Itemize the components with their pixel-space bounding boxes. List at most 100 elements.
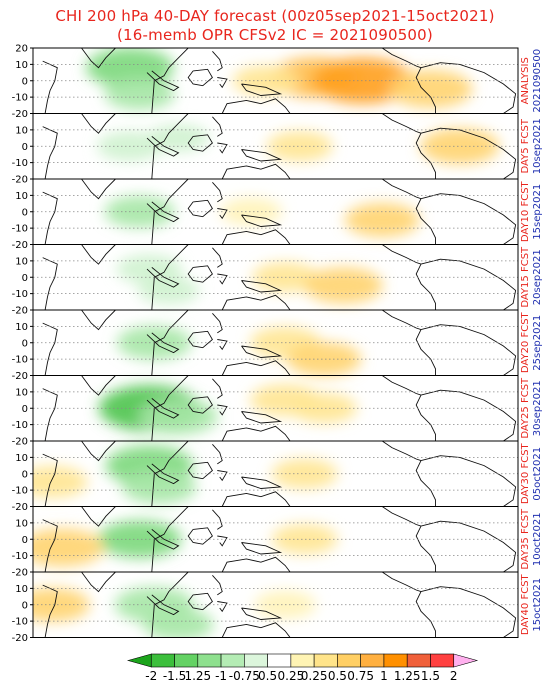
panel-label-bottom: 20sep2021 — [532, 249, 543, 305]
coastline-panel-3 — [42, 244, 517, 311]
coastline — [187, 461, 213, 480]
coastline — [241, 280, 283, 293]
coastline — [217, 339, 228, 351]
panel-label-bottom: 10oct2021 — [532, 512, 543, 566]
colorbar-label: 2 — [450, 669, 458, 683]
tick-label: -20 — [12, 502, 28, 513]
coastline-panel-1 — [42, 113, 517, 180]
tick-label: -10 — [12, 224, 28, 235]
anomaly-blob — [143, 608, 214, 638]
tick-label: 0 — [22, 535, 28, 546]
tick-label: 0 — [22, 469, 28, 480]
anomaly-blob — [271, 524, 338, 555]
coastline-layer — [42, 48, 517, 638]
colorbar-label: 1.25 — [184, 669, 211, 683]
panel-label-bottom: 05oct2021 — [532, 447, 543, 501]
anomaly-blob — [33, 528, 104, 567]
coastline — [241, 83, 283, 96]
anomaly-blob — [138, 398, 219, 435]
colorbar-swatch — [406, 653, 431, 668]
tick-label: 10 — [15, 191, 28, 202]
coastline — [187, 199, 213, 218]
colorbar-swatch — [220, 653, 245, 668]
anomaly-blob — [104, 77, 175, 110]
coastline — [146, 267, 180, 288]
coastline — [151, 375, 189, 442]
colorbar-swatch — [383, 653, 408, 668]
coastline — [217, 470, 228, 482]
coastline — [151, 571, 189, 638]
coastline-panel-5 — [42, 375, 517, 442]
coastline — [187, 527, 213, 545]
coastline — [415, 67, 436, 114]
tick-label: 0 — [22, 338, 28, 349]
coastline — [146, 136, 180, 157]
anomaly-panel-3 — [116, 254, 383, 305]
colorbar-swatch — [267, 653, 292, 668]
coastline — [415, 525, 436, 572]
coastline-panel-8 — [42, 571, 517, 638]
colorbar-label: 0.25 — [278, 669, 305, 683]
coastline — [146, 201, 180, 223]
coastline — [151, 244, 189, 311]
coastline — [212, 378, 223, 399]
anomaly-panel-0 — [86, 48, 473, 110]
tick-label: 10 — [15, 387, 28, 398]
coastline — [151, 113, 189, 180]
tick-label: 0 — [22, 142, 28, 153]
coastline — [217, 142, 228, 154]
anomaly-panel-2 — [104, 195, 420, 237]
colorbar-swatch — [313, 653, 338, 668]
coastline — [217, 404, 228, 416]
coastline — [221, 360, 291, 376]
coastline — [146, 529, 180, 550]
anomaly-blob — [138, 276, 200, 305]
coastline — [212, 116, 223, 137]
coastline-panel-6 — [42, 440, 517, 507]
coastline — [381, 48, 422, 69]
tick-label: 0 — [22, 273, 28, 284]
anomaly-blob — [121, 469, 197, 504]
coastline — [420, 324, 517, 376]
colorbar-label: -1 — [215, 669, 227, 683]
coastline — [212, 575, 223, 596]
colorbar-arrow-left — [126, 653, 152, 668]
anomaly-blob — [303, 267, 383, 304]
coastline-panel-4 — [42, 309, 517, 376]
tick-label: -10 — [12, 355, 28, 366]
tick-label: -20 — [12, 109, 28, 120]
anomaly-blob — [388, 69, 473, 108]
coastline — [217, 208, 228, 220]
coastline — [221, 229, 291, 245]
anomaly-blob — [286, 342, 362, 377]
colorbar-label: 0.75 — [347, 669, 374, 683]
colorbar-swatch — [430, 653, 455, 668]
coastline — [187, 396, 213, 414]
coastline — [81, 113, 116, 134]
panel-label-top: DAY10 FCST — [520, 180, 531, 242]
coastline — [241, 542, 283, 555]
coastline — [42, 584, 58, 638]
colorbar-swatch — [290, 653, 315, 668]
coastline — [81, 375, 116, 396]
tick-label: 20 — [15, 44, 28, 55]
panel-label-top: DAY30 FCST — [520, 442, 531, 504]
panel-label-bottom: 2021090500 — [532, 49, 543, 113]
coastline — [81, 244, 116, 265]
tick-label: -20 — [12, 371, 28, 382]
coastline — [212, 313, 223, 334]
gridline-layer — [33, 64, 518, 622]
coastline — [381, 440, 422, 462]
colorbar-label: 0.25 — [301, 669, 328, 683]
coastline — [42, 257, 58, 311]
coastline — [241, 476, 283, 489]
coastline — [415, 329, 436, 376]
panel-label-bottom: 15sep2021 — [532, 184, 543, 240]
tick-label: -20 — [12, 568, 28, 579]
coastline-panel-2 — [42, 178, 517, 245]
tick-label: -10 — [12, 551, 28, 562]
coastline — [221, 491, 291, 507]
tick-label: 10 — [15, 322, 28, 333]
